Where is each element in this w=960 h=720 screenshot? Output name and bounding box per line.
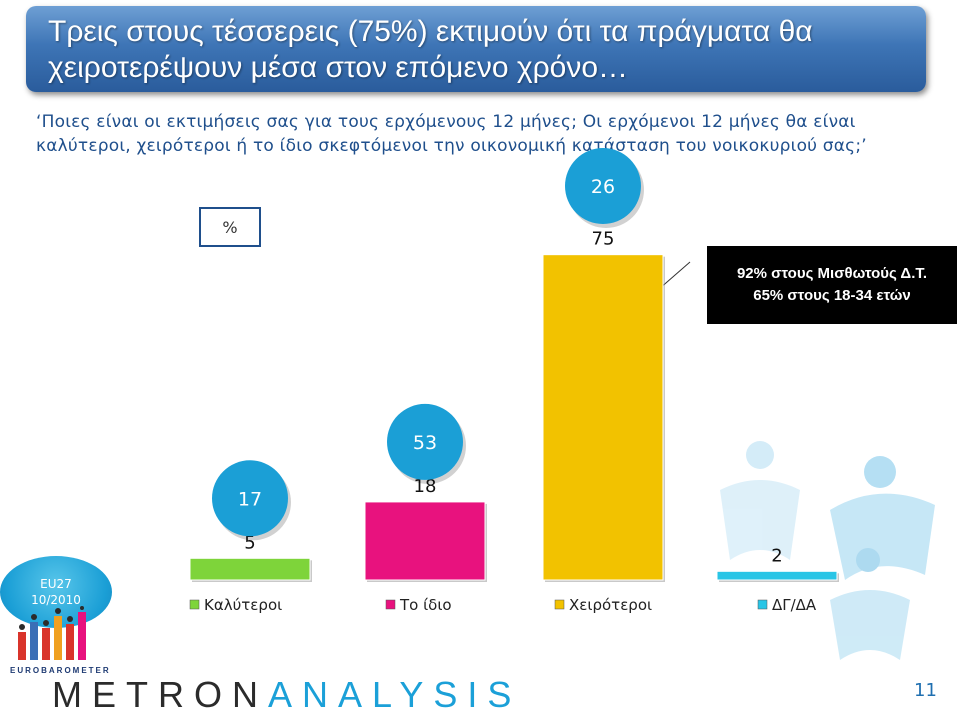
slide-title-line2: χειροτερέψουν μέσα στον επόμενο χρόνο…: [48, 51, 629, 84]
bar-value-label: 5: [244, 532, 255, 553]
legend-swatch: [554, 599, 565, 610]
decor-figure-head: [864, 456, 896, 488]
decor-figure-head: [746, 441, 774, 469]
eu27-badge-line1: EU27: [40, 577, 72, 591]
eu27-badge-line2: 10/2010: [31, 593, 81, 607]
bar-value-label: 75: [592, 229, 615, 250]
eu27-bubble-value: 53: [413, 432, 437, 454]
eurobarometer-logo-icon: [18, 606, 86, 660]
decor-figures: [720, 441, 935, 660]
legend-swatch: [385, 599, 396, 610]
unit-label: %: [222, 217, 238, 237]
slide-title-line1: Τρεις στους τέσσερεις (75%) εκτιμούν ότι…: [48, 15, 813, 48]
eu27-bubble-value: 17: [238, 488, 262, 510]
bar-1: [189, 557, 311, 581]
legend-swatch: [189, 599, 200, 610]
eu27-bubble: [387, 403, 463, 480]
metron-analysis-logo: METRONANALYSIS: [52, 674, 521, 716]
legend-label: Καλύτεροι: [204, 596, 282, 614]
page-number: 11: [914, 680, 937, 701]
bar-value-label: 18: [414, 476, 437, 497]
legend-label: Το ίδιο: [399, 596, 452, 614]
unit-box: %: [199, 207, 261, 247]
logo-metron: METRON: [52, 674, 268, 715]
decor-figure-body: [720, 480, 800, 560]
decor-figure-body: [830, 493, 935, 580]
callout-line1: 92% στους Μισθωτούς Δ.Τ.: [736, 265, 928, 282]
bar-2: [364, 501, 486, 581]
slide-title-bar: Τρεις στους τέσσερεις (75%) εκτιμούν ότι…: [26, 6, 926, 92]
callout-line2: 65% στους 18-34 ετών: [753, 287, 911, 304]
eu27-bubble: [212, 460, 288, 537]
question-text: ‘Ποιες είναι οι εκτιμήσεις σας για τους …: [36, 112, 867, 156]
eu27-bubble-value: 26: [591, 176, 615, 198]
eurobarometer-wordmark: EUROBAROMETER: [10, 666, 111, 675]
eu27-badge: EU27 10/2010: [0, 556, 112, 628]
bar-4: [716, 570, 838, 581]
legend-label: ΔΓ/ΔΑ: [772, 596, 817, 614]
decor-figure-head: [856, 548, 880, 572]
legend-swatch: [757, 599, 768, 610]
decor-figure-body: [830, 590, 910, 660]
callout-box: 92% στους Μισθωτούς Δ.Τ. 65% στους 18-34…: [707, 246, 957, 324]
bar-3: [542, 254, 664, 581]
bar-value-label: 2: [771, 545, 782, 566]
logo-analysis: ANALYSIS: [268, 674, 522, 715]
legend-label: Χειρότεροι: [569, 596, 652, 614]
eu27-bubble: [565, 148, 641, 224]
